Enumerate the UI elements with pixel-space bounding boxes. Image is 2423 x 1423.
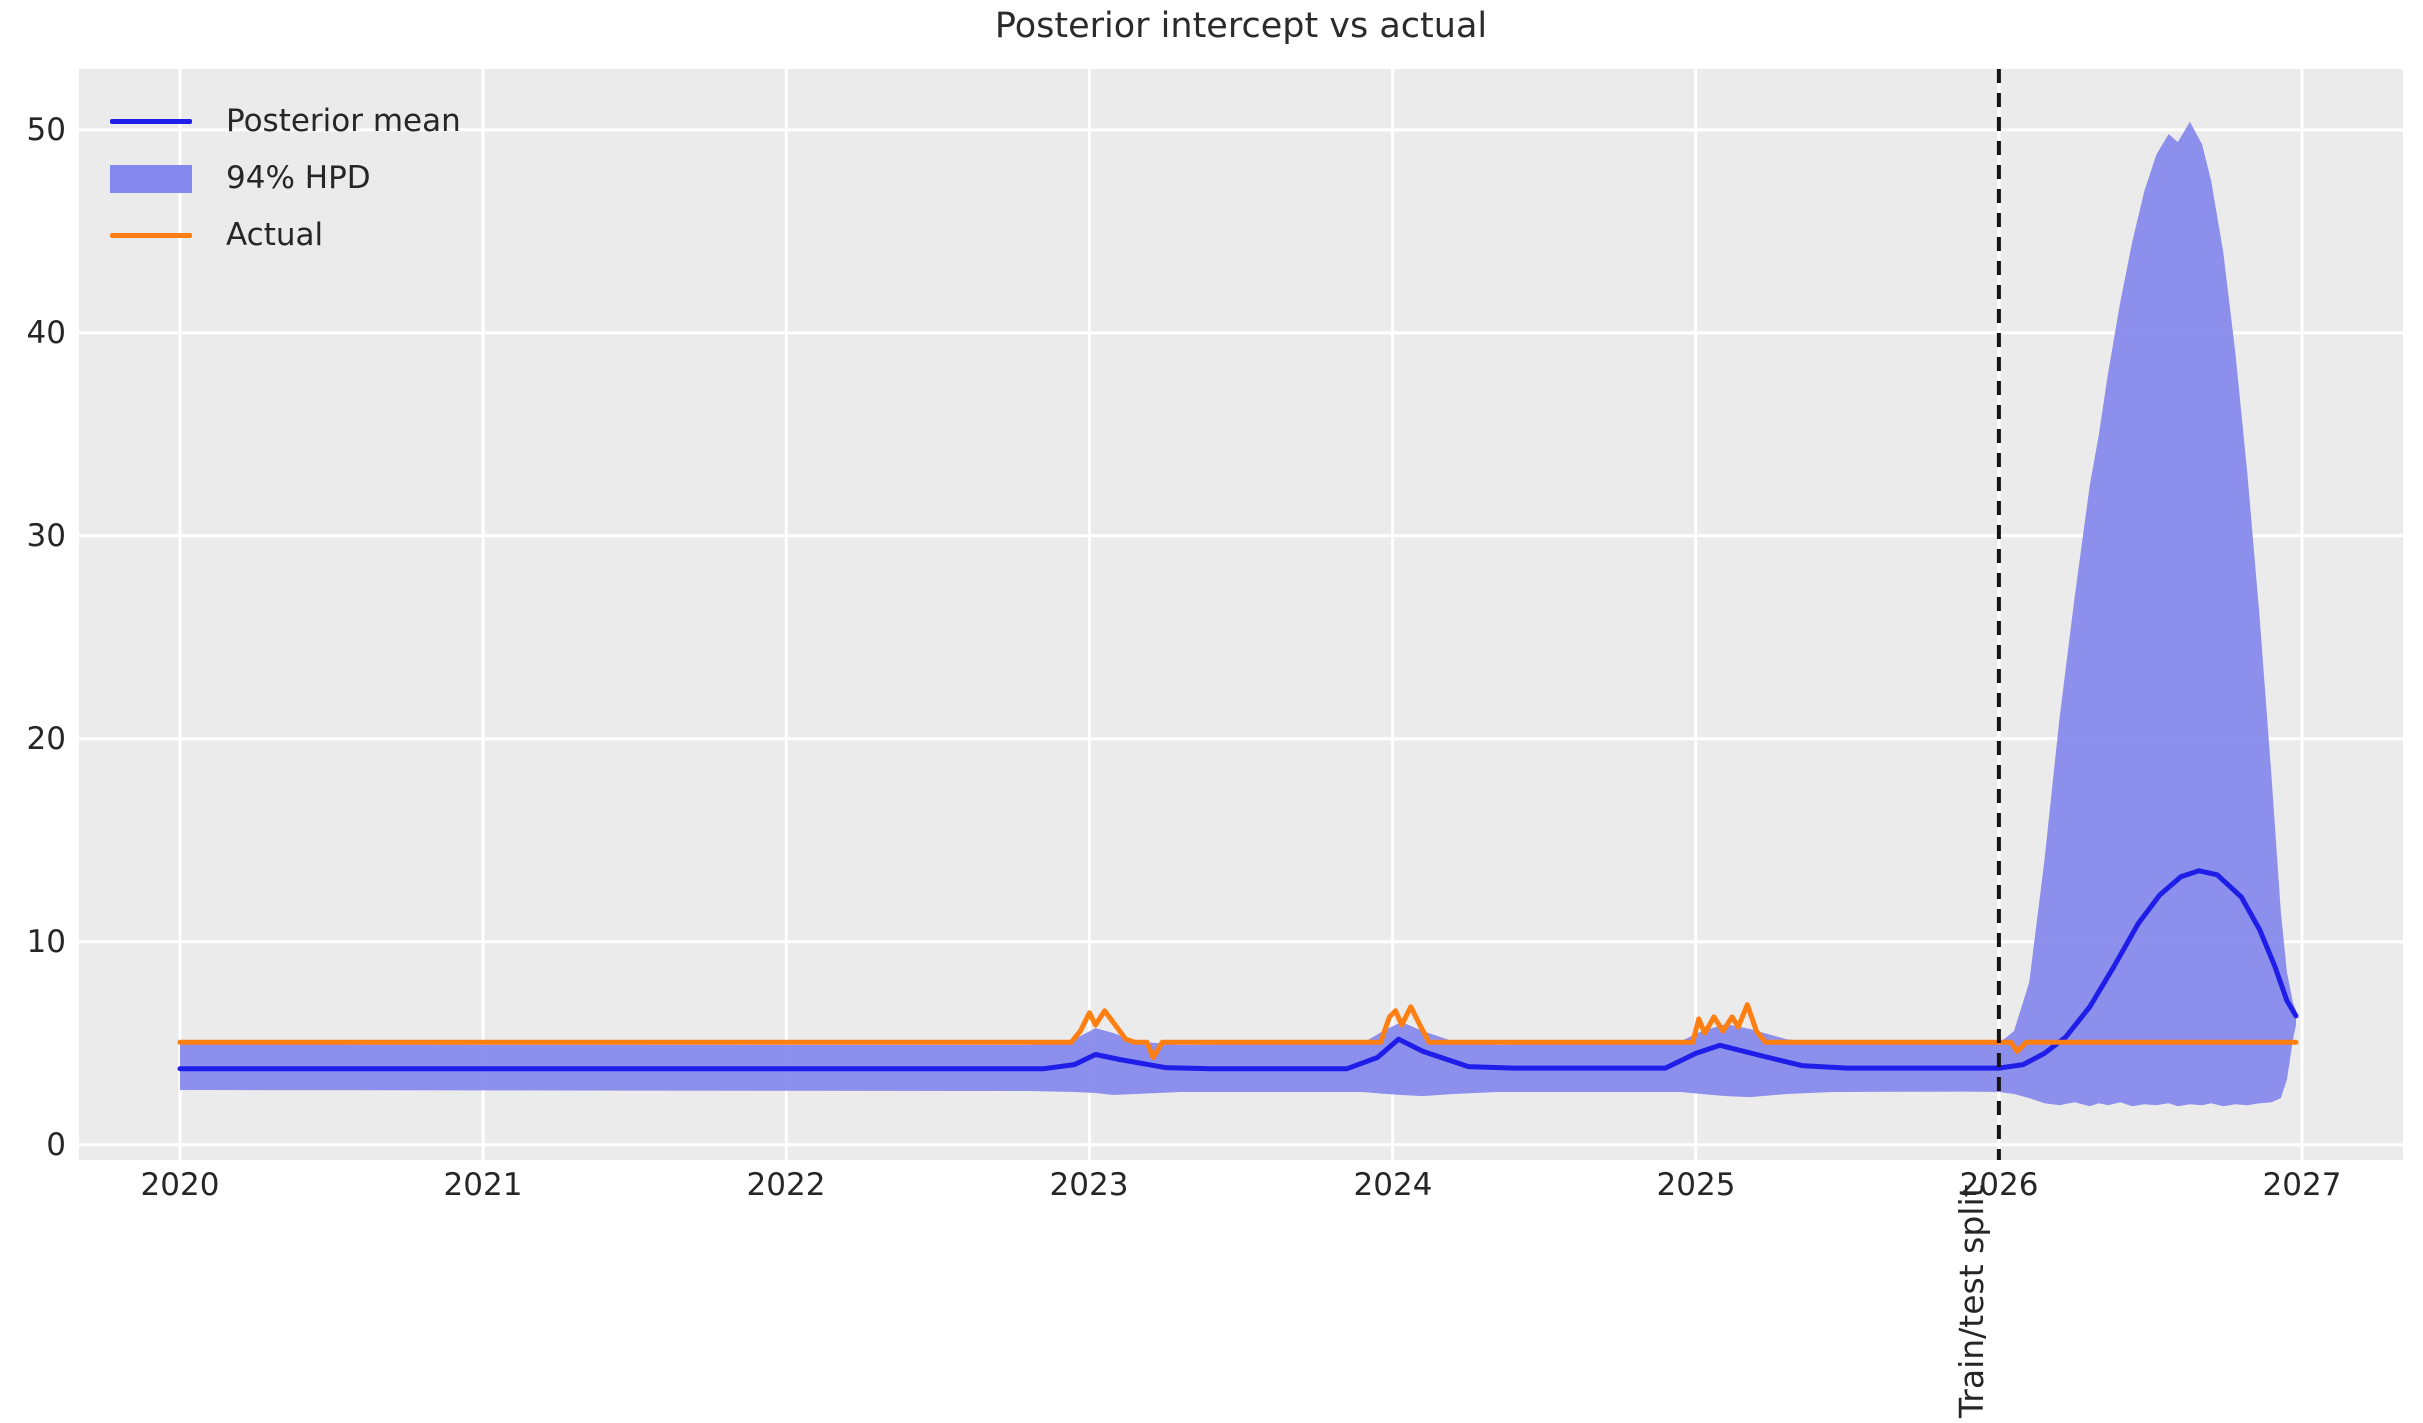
legend-label: 94% HPD bbox=[226, 160, 371, 196]
train-test-split-label: Train/test split bbox=[1952, 1184, 1991, 1418]
y-tick-label: 20 bbox=[26, 721, 66, 757]
x-tick-label: 2022 bbox=[746, 1167, 826, 1203]
legend-item-hpd: 94% HPD bbox=[110, 150, 461, 207]
legend-label: Actual bbox=[226, 217, 324, 253]
actual-line-swatch bbox=[110, 233, 192, 238]
x-tick-label: 2024 bbox=[1353, 1167, 1433, 1203]
y-tick-label: 10 bbox=[26, 924, 66, 960]
hpd-band bbox=[180, 121, 2296, 1107]
legend-item-posterior-mean: Posterior mean bbox=[110, 93, 461, 150]
y-tick-label: 40 bbox=[26, 315, 66, 351]
y-tick-label: 50 bbox=[26, 112, 66, 148]
x-tick-label: 2023 bbox=[1049, 1167, 1129, 1203]
y-tick-label: 30 bbox=[26, 518, 66, 554]
x-tick-label: 2020 bbox=[140, 1167, 220, 1203]
posterior-mean-line-swatch bbox=[110, 119, 192, 124]
x-tick-label: 2026 bbox=[1959, 1167, 2039, 1203]
legend: Posterior mean 94% HPD Actual bbox=[110, 93, 461, 264]
legend-label: Posterior mean bbox=[226, 103, 461, 139]
chart-title: Posterior intercept vs actual bbox=[994, 6, 1488, 46]
posterior-mean-line bbox=[177, 868, 2299, 1072]
plot-area bbox=[79, 69, 2403, 1160]
x-tick-label: 2025 bbox=[1656, 1167, 1736, 1203]
y-tick-label: 0 bbox=[46, 1127, 66, 1163]
actual-line bbox=[177, 1002, 2299, 1060]
x-tick-label: 2027 bbox=[2262, 1167, 2342, 1203]
legend-item-actual: Actual bbox=[110, 207, 461, 264]
hpd-band-swatch bbox=[110, 164, 192, 193]
x-tick-label: 2021 bbox=[443, 1167, 523, 1203]
